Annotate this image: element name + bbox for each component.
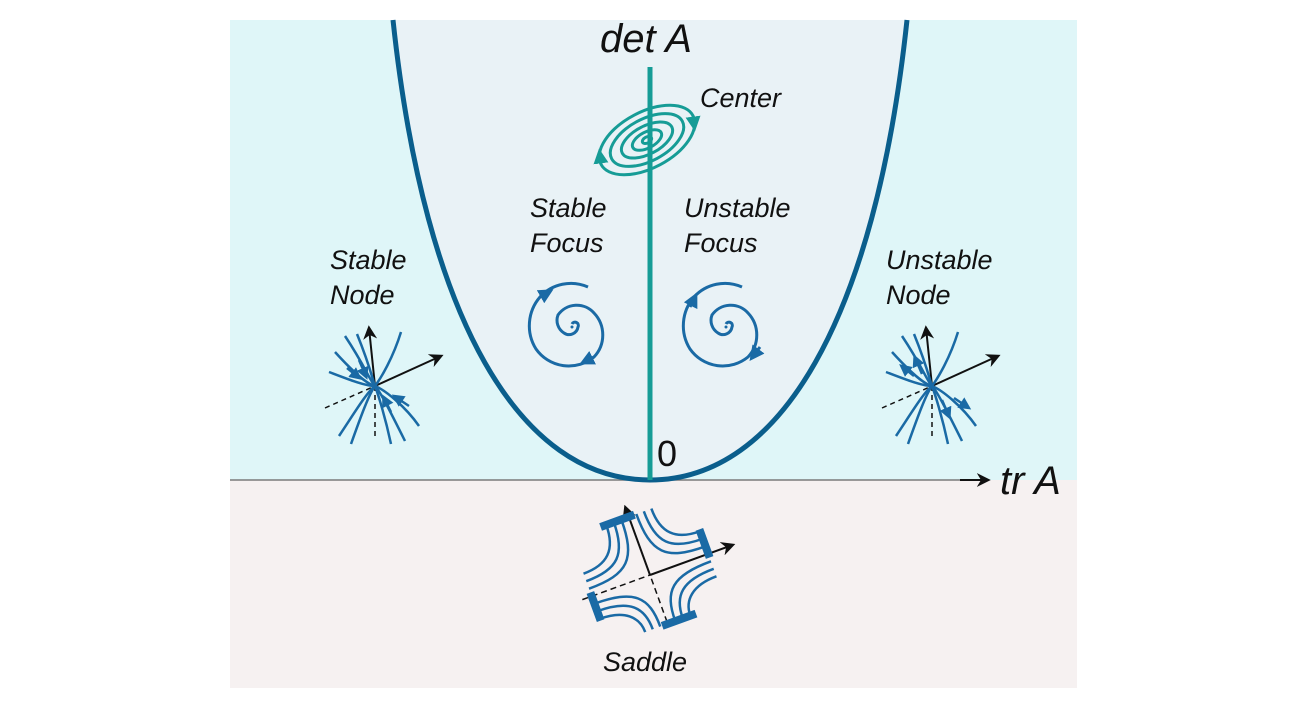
tr-axis-label: tr A bbox=[1000, 459, 1061, 503]
unstable-node-label: Unstable bbox=[886, 245, 993, 275]
unstable-focus-portrait bbox=[681, 281, 765, 368]
stable-focus-label: Stable bbox=[530, 193, 607, 223]
unstable-focus-label-2: Focus bbox=[684, 228, 758, 258]
center-portrait bbox=[593, 103, 701, 177]
stable-node-label: Stable bbox=[330, 245, 407, 275]
unstable-node-label-2: Node bbox=[886, 280, 951, 310]
unstable-focus-label: Unstable bbox=[684, 193, 791, 223]
center-label: Center bbox=[700, 83, 782, 113]
det-axis-label: det A bbox=[600, 17, 692, 61]
stable-focus-label-2: Focus bbox=[530, 228, 604, 258]
unstable-node-portrait bbox=[881, 325, 1001, 445]
stable-focus-portrait bbox=[527, 281, 605, 368]
saddle-label: Saddle bbox=[603, 647, 687, 677]
stable-node-label-2: Node bbox=[330, 280, 395, 310]
origin-label: 0 bbox=[657, 433, 677, 474]
saddle-portrait bbox=[582, 504, 736, 633]
stable-node-portrait bbox=[324, 325, 444, 445]
